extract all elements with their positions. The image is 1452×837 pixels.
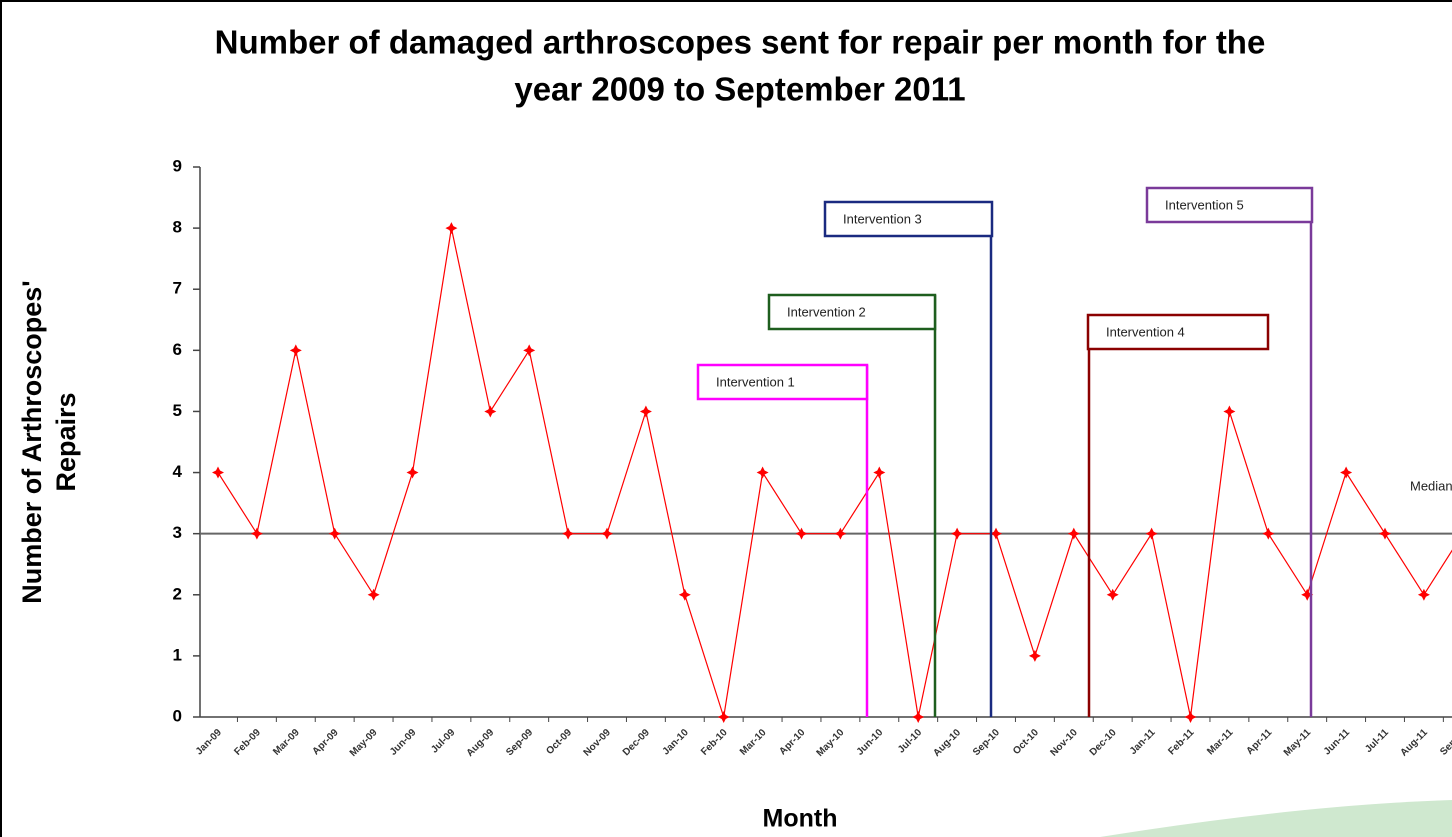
- data-point: [1417, 588, 1430, 601]
- data-point: [951, 527, 964, 540]
- x-tick-label: Jul-09: [429, 727, 458, 756]
- chart-title: year 2009 to September 2011: [514, 71, 965, 108]
- x-tick-label: Feb-09: [232, 727, 263, 758]
- x-tick-label: Feb-11: [1166, 727, 1196, 757]
- x-tick-label: Sep-10: [971, 727, 1002, 758]
- data-point: [1223, 405, 1236, 418]
- data-point: [1340, 466, 1353, 479]
- x-tick-label: Mar-10: [738, 727, 769, 758]
- data-point: [1262, 527, 1275, 540]
- data-point: [289, 344, 302, 357]
- x-tick-label: Oct-10: [1011, 727, 1041, 757]
- intervention-label: Intervention 5: [1165, 197, 1244, 212]
- intervention-box: [767, 293, 937, 331]
- x-tick-label: Aug-10: [931, 727, 963, 759]
- data-point: [990, 527, 1002, 540]
- x-tick-label: May-10: [815, 727, 847, 759]
- data-point: [1379, 527, 1391, 540]
- intervention-box: [1086, 313, 1270, 351]
- y-tick-label: 8: [173, 218, 182, 237]
- x-tick-label: Aug-09: [465, 727, 497, 759]
- x-tick-label: Jan-10: [661, 727, 691, 757]
- x-tick-label: Jun-09: [388, 727, 419, 758]
- y-tick-label: 9: [173, 156, 182, 175]
- x-tick-label: Jun-11: [1322, 727, 1352, 757]
- y-tick-label: 1: [173, 645, 182, 664]
- data-point: [484, 405, 497, 418]
- data-point: [756, 466, 769, 479]
- data-point: [717, 711, 730, 723]
- data-point: [873, 466, 886, 479]
- data-point: [328, 527, 341, 540]
- x-axis-label: Month: [763, 805, 838, 833]
- x-tick-label: Sep-11: [1438, 727, 1452, 758]
- x-tick-label: Mar-11: [1205, 727, 1235, 757]
- y-axis-label-line: Repairs: [51, 392, 81, 491]
- x-tick-label: Aug-11: [1399, 727, 1431, 759]
- data-point: [562, 527, 575, 540]
- intervention-box: [696, 363, 869, 401]
- data-point: [912, 711, 925, 723]
- x-tick-label: May-09: [348, 727, 380, 759]
- data-point: [212, 466, 224, 479]
- intervention-label: Intervention 3: [843, 211, 922, 226]
- x-tick-label: Apr-10: [777, 727, 807, 757]
- x-tick-label: Apr-09: [311, 727, 341, 757]
- x-tick-label: Jul-10: [896, 727, 925, 756]
- x-tick-label: Sep-09: [504, 727, 535, 758]
- x-tick-label: Dec-09: [621, 727, 652, 758]
- data-point: [445, 222, 458, 235]
- y-tick-label: 6: [173, 340, 182, 359]
- y-axis-label: Number of Arthroscopes' Repairs: [17, 280, 81, 603]
- y-tick-label: 3: [173, 523, 182, 542]
- data-point: [1301, 588, 1314, 601]
- data-point: [834, 527, 847, 540]
- intervention-label: Intervention 1: [716, 374, 795, 389]
- data-point: [795, 527, 808, 540]
- x-tick-label: Oct-09: [544, 727, 574, 757]
- data-point: [1028, 649, 1041, 662]
- data-point: [523, 344, 536, 357]
- x-tick-label: Apr-11: [1245, 727, 1275, 757]
- data-point: [1184, 711, 1197, 723]
- data-point: [678, 588, 691, 601]
- y-tick-label: 2: [173, 584, 182, 603]
- chart-title: Number of damaged arthroscopes sent for …: [215, 24, 1266, 61]
- y-tick-label: 0: [173, 706, 182, 725]
- data-point: [639, 405, 652, 418]
- x-tick-label: Jan-09: [194, 727, 224, 757]
- data-point: [1067, 527, 1080, 540]
- x-tick-label: Mar-09: [271, 727, 302, 758]
- x-tick-label: May-11: [1282, 727, 1314, 759]
- data-point: [1106, 588, 1119, 601]
- x-tick-label: Dec-10: [1088, 727, 1119, 758]
- data-point: [601, 527, 613, 540]
- x-tick-label: Jul-11: [1363, 727, 1391, 755]
- x-tick-label: Jun-10: [855, 727, 886, 758]
- x-tick-label: Nov-09: [582, 727, 614, 759]
- data-point: [250, 527, 263, 540]
- y-tick-label: 4: [173, 462, 183, 481]
- intervention-box: [823, 200, 994, 238]
- intervention-label: Intervention 2: [787, 304, 866, 319]
- data-point: [367, 588, 380, 601]
- x-tick-label: Feb-10: [699, 727, 730, 758]
- y-axis-label-line: Number of Arthroscopes': [17, 280, 47, 603]
- data-point: [406, 466, 419, 479]
- y-tick-label: 7: [173, 279, 182, 298]
- x-tick-label: Jan-11: [1128, 727, 1158, 757]
- x-tick-label: Nov-10: [1048, 727, 1080, 759]
- median-label: Median: [1410, 478, 1452, 493]
- data-point: [1145, 527, 1158, 540]
- intervention-box: [1145, 186, 1314, 224]
- y-tick-label: 5: [173, 401, 182, 420]
- intervention-label: Intervention 4: [1106, 324, 1185, 339]
- decoration: [1100, 800, 1452, 837]
